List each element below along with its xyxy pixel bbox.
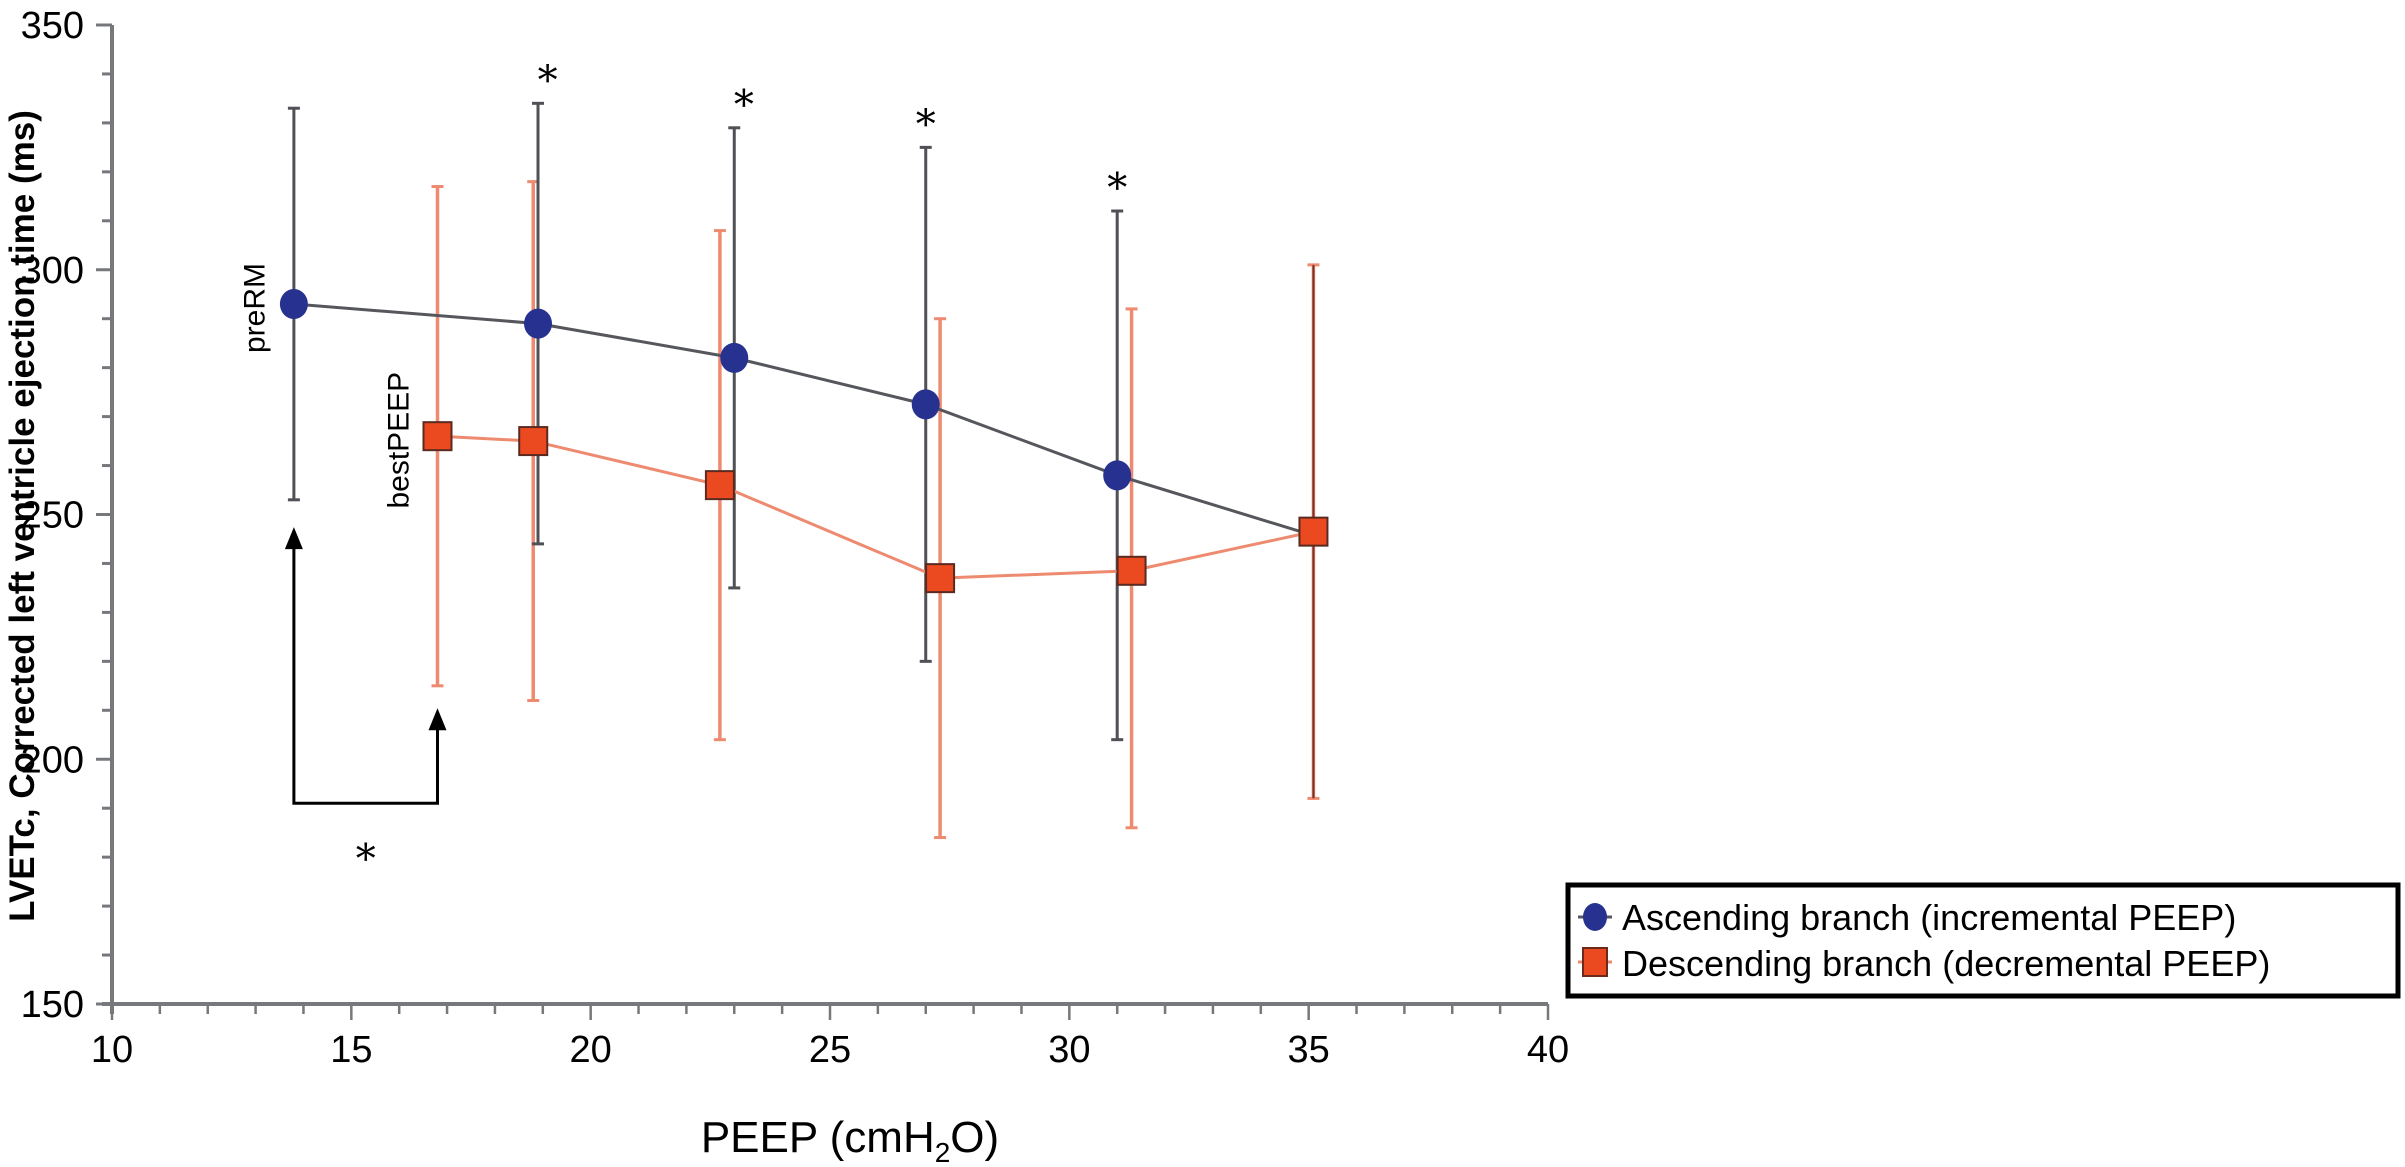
data-point-ascending — [911, 389, 940, 420]
annotation-layer: preRM bestPEEP * * * * * — [239, 58, 1127, 882]
y-tick-label: 350 — [21, 5, 84, 47]
significance-star: * — [1107, 166, 1127, 212]
data-point-descending — [704, 470, 735, 501]
legend-item-descending: Descending branch (decremental PEEP) — [1578, 943, 2270, 984]
series-layer — [279, 101, 1329, 840]
axes: 150 200 250 300 350 10 15 20 25 30 35 40 — [21, 5, 1570, 1071]
significance-star: * — [356, 836, 376, 882]
significance-star: * — [916, 102, 936, 148]
x-tick-label: 20 — [570, 1029, 612, 1071]
x-axis-label: PEEP (cmH2O) — [701, 1113, 999, 1167]
y-tick-label: 200 — [21, 739, 84, 781]
y-tick-label: 150 — [21, 984, 84, 1026]
data-point-descending — [422, 421, 453, 452]
y-tick-label: 250 — [21, 495, 84, 537]
data-point-descending — [518, 426, 549, 457]
x-tick-label: 10 — [91, 1029, 133, 1071]
x-tick-label: 15 — [330, 1029, 372, 1071]
data-point-ascending — [279, 289, 308, 320]
legend-label-ascending: Ascending branch (incremental PEEP) — [1622, 897, 2236, 938]
legend: Ascending branch (incremental PEEP) Desc… — [1565, 882, 2401, 999]
data-point-descending — [1298, 516, 1329, 547]
x-tick-label: 35 — [1288, 1029, 1330, 1071]
series-line-ascending — [293, 302, 1310, 536]
legend-label-descending: Descending branch (decremental PEEP) — [1622, 943, 2270, 984]
data-point-ascending — [720, 342, 749, 373]
data-point-ascending — [524, 308, 553, 339]
y-tick-label: 300 — [21, 250, 84, 292]
arrow-head-icon — [284, 527, 303, 550]
legend-item-ascending: Ascending branch (incremental PEEP) — [1578, 897, 2236, 938]
prerm-label: preRM — [239, 263, 272, 353]
x-axis-label-subscript: 2 — [935, 1137, 951, 1167]
data-point-descending — [1116, 555, 1147, 586]
x-axis-label-end: O) — [950, 1113, 999, 1162]
series-line-descending — [437, 434, 1314, 580]
comparison-bracket — [292, 539, 439, 805]
data-point-descending — [925, 563, 956, 594]
data-point-ascending — [1103, 460, 1132, 491]
bestpeep-label: bestPEEP — [382, 372, 415, 509]
legend-box — [1565, 882, 2401, 999]
x-tick-label: 25 — [809, 1029, 851, 1071]
legend-marker-square — [1582, 947, 1608, 977]
y-axis-label: LVETc, Corrected left ventricle ejection… — [3, 110, 42, 922]
arrow-head-icon — [428, 708, 447, 731]
significance-star: * — [734, 82, 754, 128]
legend-marker-circle — [1583, 903, 1607, 931]
x-axis-label-main: PEEP (cmH — [701, 1113, 935, 1162]
significance-star: * — [538, 58, 558, 104]
x-tick-label: 40 — [1527, 1029, 1569, 1071]
x-tick-label: 30 — [1048, 1029, 1090, 1071]
